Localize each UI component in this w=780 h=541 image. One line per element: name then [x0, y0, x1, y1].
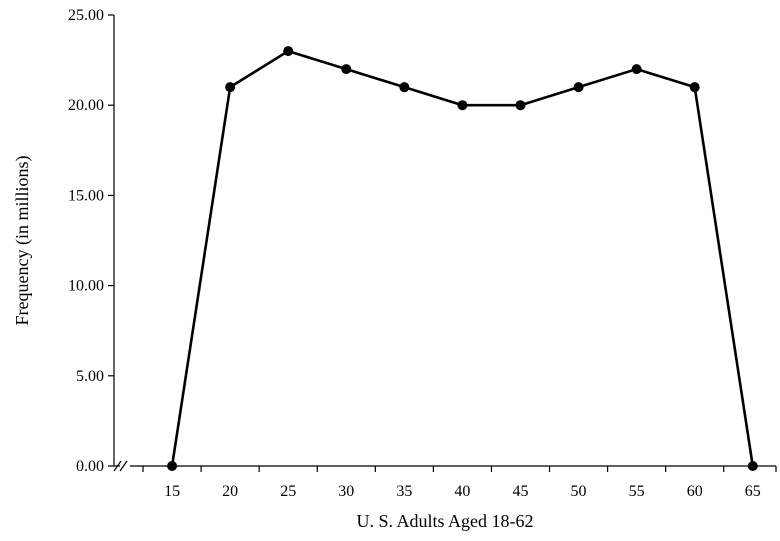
data-point	[341, 64, 352, 75]
y-ticks: 0.00 5.00 10.00 15.00 20.00 25.00	[68, 7, 114, 475]
x-tick-label: 40	[454, 483, 470, 500]
y-tick-label: 10.00	[68, 278, 104, 295]
x-axis-break-marker	[113, 460, 128, 472]
data-point	[225, 82, 236, 93]
x-tick-label: 50	[571, 483, 587, 500]
y-tick-label: 15.00	[68, 187, 104, 204]
data-point	[747, 461, 758, 471]
y-tick-label: 25.00	[68, 7, 104, 24]
x-tick-label: 35	[396, 483, 412, 500]
x-ticks: 15 20 25 30 35 40 45 50 55 60 65	[142, 466, 777, 500]
y-axis-title: Frequency (in millions)	[12, 156, 33, 326]
x-tick-label: 25	[280, 483, 296, 500]
data-point	[573, 82, 584, 93]
axis-break-slash	[119, 460, 128, 472]
data-point	[167, 461, 178, 471]
data-point	[399, 82, 410, 93]
data-point	[283, 46, 294, 57]
axis-break-slash	[113, 460, 122, 472]
y-tick-label: 0.00	[76, 458, 104, 475]
x-tick-label: 20	[222, 483, 238, 500]
x-tick-label: 15	[164, 483, 180, 500]
series-line	[170, 49, 755, 467]
data-point	[631, 64, 642, 75]
data-point	[457, 100, 468, 111]
data-point	[689, 82, 700, 93]
x-axis-title: U. S. Adults Aged 18-62	[356, 511, 533, 531]
x-tick-label: 65	[745, 483, 761, 500]
x-tick-label: 45	[512, 483, 528, 500]
x-tick-label: 55	[629, 483, 645, 500]
data-point	[515, 100, 526, 111]
x-tick-label: 30	[338, 483, 354, 500]
y-tick-label: 5.00	[76, 368, 104, 385]
series-group	[167, 46, 758, 471]
axes	[113, 15, 776, 472]
y-tick-label: 20.00	[68, 97, 104, 114]
x-tick-label: 60	[687, 483, 703, 500]
